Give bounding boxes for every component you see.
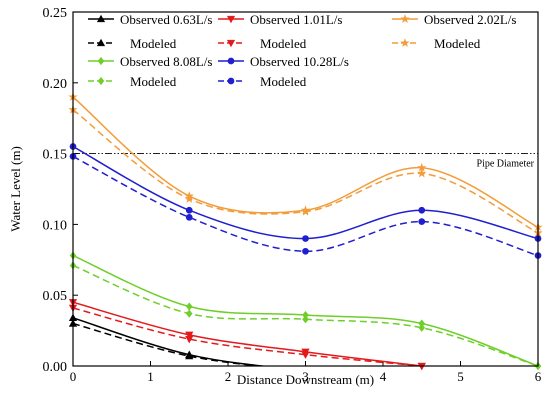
data-point-9: [185, 213, 193, 221]
data-point-3: [301, 351, 310, 359]
legend-entry-label: Observed 2.02L/s: [424, 12, 516, 27]
x-tick-label: 4: [380, 369, 387, 384]
plot-frame: [72, 11, 539, 367]
data-point-8: [185, 206, 193, 214]
legend-swatch-marker: [226, 15, 236, 24]
data-point-5: [300, 206, 311, 216]
legend-swatch-marker: [97, 56, 105, 66]
data-point-7: [302, 315, 309, 324]
legend-swatch-marker: [400, 14, 410, 23]
legend-entry-label: Observed 0.63L/s: [120, 12, 212, 27]
marker-layer: [68, 92, 543, 371]
x-tick-label: 2: [225, 369, 232, 384]
data-point-7: [185, 309, 193, 318]
y-tick-label: 0.20: [43, 77, 68, 92]
reference-line-layer: Pipe Diameter: [73, 153, 538, 170]
data-point-6: [185, 302, 193, 311]
legend-entry-label: Observed 1.01L/s: [250, 12, 342, 27]
data-point-1: [185, 351, 194, 360]
legend-swatch-marker: [227, 57, 235, 65]
pipe-diameter-label: Pipe Diameter: [477, 159, 535, 170]
data-point-2: [185, 331, 194, 340]
legend-entry-label: Modeled: [260, 74, 307, 89]
data-point-9: [302, 247, 309, 255]
legend-entry-label: Modeled: [130, 74, 177, 89]
legend-entry-label: Observed 10.28L/s: [250, 54, 349, 69]
legend: Observed 0.63L/s Modeled Observed 1.01L/s M…: [88, 12, 516, 89]
series-line-5: [73, 109, 538, 234]
x-tick-label: 3: [302, 369, 309, 384]
y-tick-label: 0.25: [43, 6, 68, 21]
data-point-8: [418, 206, 426, 214]
series-line-3: [73, 307, 422, 366]
legend-swatch-marker: [227, 77, 235, 85]
data-point-5: [184, 194, 194, 203]
legend-entry-label: Observed 8.08L/s: [120, 54, 212, 69]
legend-entry-label: Modeled: [130, 36, 177, 51]
legend-entry-label: Modeled: [434, 36, 481, 51]
legend-swatch-marker: [400, 38, 410, 47]
legend-entry-label: Modeled: [260, 36, 307, 51]
y-tick-label: 0.05: [43, 289, 68, 304]
series-line-0: [73, 317, 270, 366]
data-point-7: [418, 323, 426, 332]
series-line-1: [73, 322, 267, 366]
x-axis-title: Distance Downstream (m): [237, 372, 374, 387]
data-point-5: [417, 168, 427, 178]
legend-swatch-marker: [226, 39, 236, 48]
series-line-8: [73, 145, 538, 240]
data-point-3: [185, 335, 194, 344]
y-tick-label: 0.00: [43, 360, 68, 375]
x-tick-label: 1: [147, 369, 154, 384]
legend-swatch-marker: [96, 14, 106, 23]
y-tick-label: 0.15: [43, 148, 68, 163]
data-point-8: [302, 235, 309, 242]
x-tick-label: 5: [457, 369, 464, 384]
x-tick-label: 0: [70, 369, 77, 384]
y-axis-title: Water Level (m): [8, 146, 23, 232]
data-point-9: [418, 218, 426, 225]
legend-swatch-marker: [96, 38, 106, 47]
legend-swatch-marker: [97, 76, 105, 86]
y-tick-label: 0.10: [43, 218, 68, 233]
series-line-2: [73, 301, 422, 366]
x-tick-label: 6: [535, 369, 542, 384]
